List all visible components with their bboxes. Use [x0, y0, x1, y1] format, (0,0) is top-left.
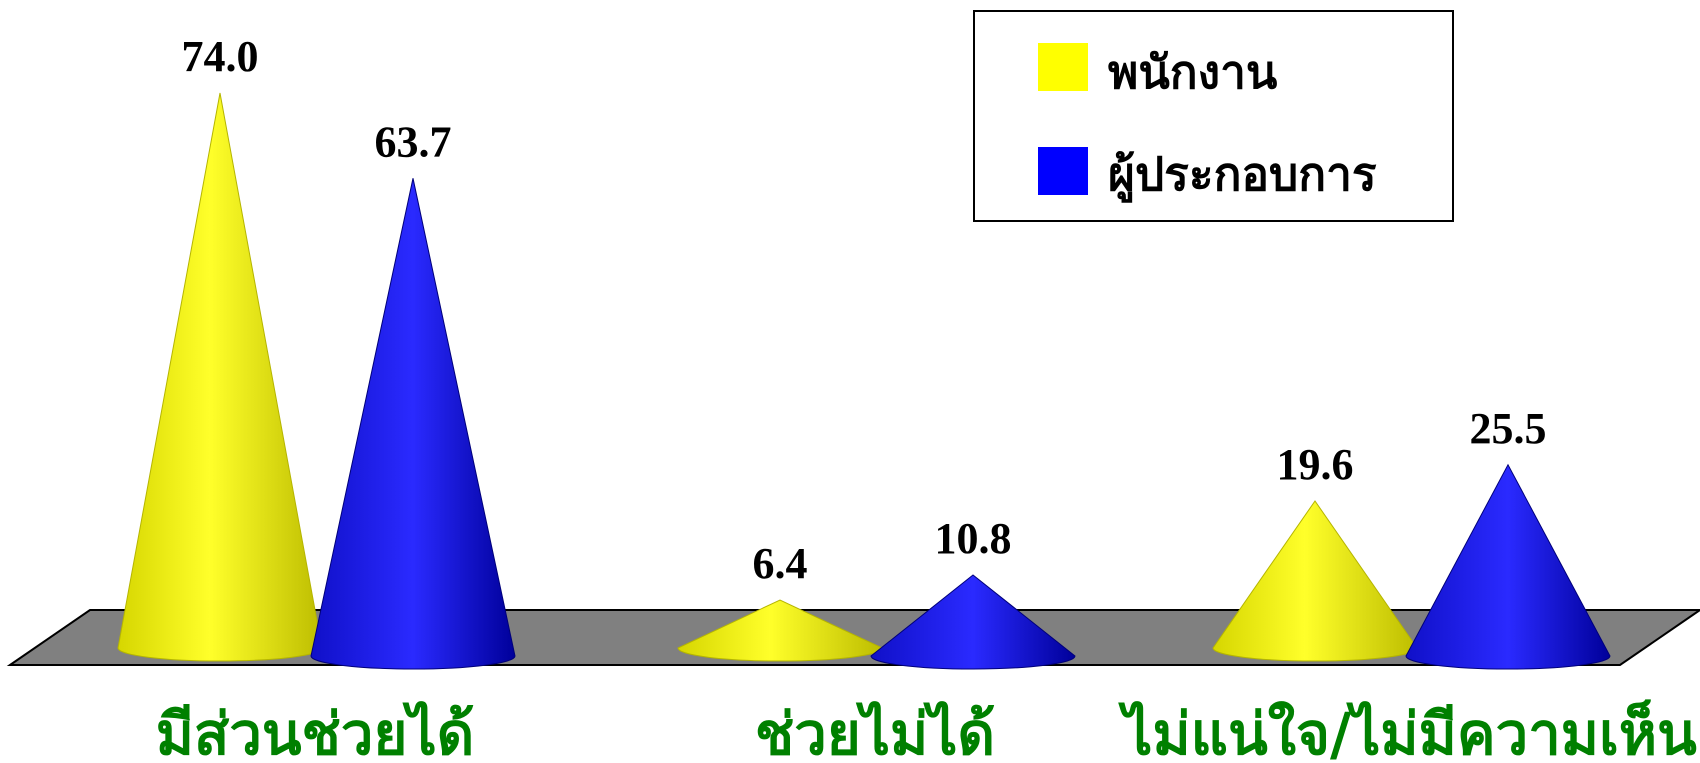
value-label-employee-cannot-help: 6.4: [753, 539, 808, 588]
legend-swatch-entrepreneur: [1038, 147, 1088, 195]
cone-entrepreneur-unsure: [1405, 463, 1611, 670]
legend-label-entrepreneur: ผู้ประกอบการ: [1108, 147, 1377, 203]
category-label-unsure: ไม่แน่ใจ/ไม่มีความเห็น: [1117, 699, 1697, 763]
value-label-entrepreneur-cannot-help: 10.8: [935, 514, 1012, 563]
category-label-contributes: มีส่วนช่วยได้: [156, 700, 475, 763]
legend-label-employee: พนักงาน: [1108, 45, 1278, 99]
value-label-entrepreneur-contributes: 63.7: [375, 117, 452, 166]
cone-marks: [117, 92, 1611, 670]
value-label-entrepreneur-unsure: 25.5: [1470, 404, 1547, 453]
cone-entrepreneur-cannot-help: [870, 574, 1076, 670]
category-labels: มีส่วนช่วยได้ ช่วยไม่ได้ ไม่แน่ใจ/ไม่มีควา…: [156, 699, 1697, 763]
legend-swatch-employee: [1038, 43, 1088, 91]
value-label-employee-contributes: 74.0: [182, 32, 259, 81]
value-label-employee-unsure: 19.6: [1277, 440, 1354, 489]
category-label-cannot-help: ช่วยไม่ได้: [755, 700, 995, 763]
cone-employee-contributes: [117, 92, 323, 662]
cone-employee-unsure: [1212, 500, 1418, 662]
value-labels: 74.0 63.7 6.4 10.8 19.6 25.5: [182, 32, 1547, 588]
legend: พนักงาน ผู้ประกอบการ: [973, 10, 1454, 222]
cone-entrepreneur-contributes: [310, 178, 516, 670]
